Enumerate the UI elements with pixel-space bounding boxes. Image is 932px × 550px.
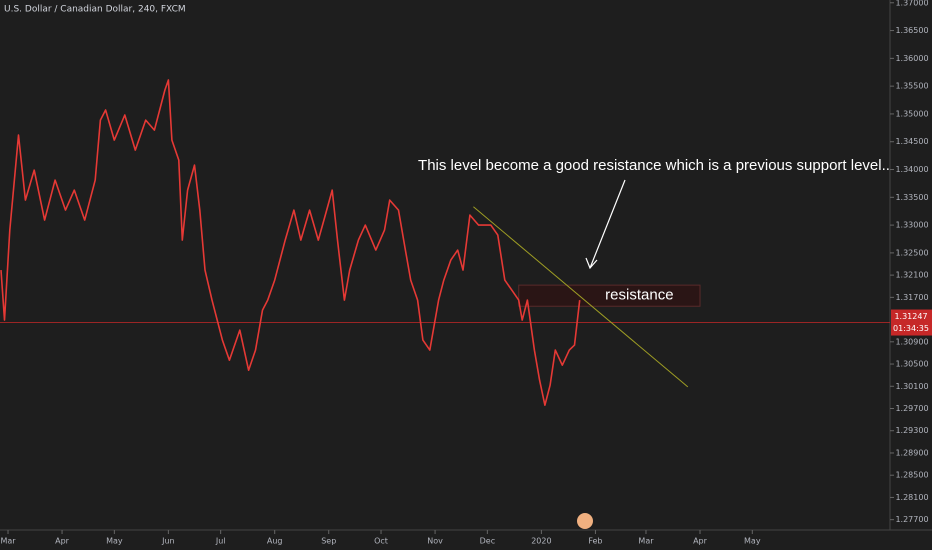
y-tick-label: 1.30500 <box>895 360 928 369</box>
resistance-zone <box>518 284 701 307</box>
y-tick-label: 1.28100 <box>895 493 928 502</box>
resistance-label: resistance <box>605 287 673 304</box>
y-tick-label: 1.32500 <box>895 248 928 257</box>
y-tick-label: 1.36000 <box>895 54 928 63</box>
x-tick-label: Mar <box>0 537 16 546</box>
arrow-head <box>585 257 598 270</box>
price-badge <box>891 309 932 336</box>
y-tick-label: 1.34500 <box>895 137 928 146</box>
y-tick-label: 1.30100 <box>895 382 928 391</box>
x-tick-label: Mar <box>638 537 654 546</box>
y-tick-label: 1.35500 <box>895 82 928 91</box>
x-tick-label: Oct <box>374 537 388 546</box>
x-tick-label: Sep <box>321 537 336 546</box>
y-tick-label: 1.28900 <box>895 448 928 457</box>
y-tick-label: 1.27700 <box>895 515 928 524</box>
y-tick-label: 1.34000 <box>895 165 928 174</box>
x-tick-label: Apr <box>693 537 708 546</box>
y-tick-label: 1.28500 <box>895 471 928 480</box>
annotation: This level become a good resistance whic… <box>418 157 890 174</box>
x-tick-label: Jul <box>215 537 226 546</box>
x-tick-label: Feb <box>588 537 602 546</box>
x-tick-label: 2020 <box>531 537 551 546</box>
y-tick-label: 1.30900 <box>895 337 928 346</box>
x-tick-label: Apr <box>55 537 70 546</box>
x-tick-label: Aug <box>267 537 283 546</box>
x-tick-label: May <box>106 537 123 546</box>
last-price-label: 1.31247 <box>894 312 927 321</box>
plot: resistance <box>0 79 890 406</box>
trendline <box>473 206 689 388</box>
x-tick-label: Nov <box>427 537 443 546</box>
y-tick-label: 1.29300 <box>895 426 928 435</box>
arrow <box>589 179 626 269</box>
y-tick-label: 1.29700 <box>895 404 928 413</box>
y-tick-label: 1.31700 <box>895 293 928 302</box>
countdown: 01:34:35 <box>893 324 929 333</box>
y-tick-label: 1.36500 <box>895 26 928 35</box>
x-tick-label: May <box>744 537 761 546</box>
y-tick-label: 1.33500 <box>895 193 928 202</box>
chart-title: U.S. Dollar / Canadian Dollar, 240, FXCM <box>4 5 186 15</box>
y-tick-label: 1.33000 <box>895 221 928 230</box>
y-tick-label: 1.37000 <box>895 0 928 7</box>
y-tick-label: 1.32100 <box>895 271 928 280</box>
x-tick-label: Jun <box>161 537 175 546</box>
event-icon[interactable] <box>577 513 593 529</box>
price-line <box>0 79 581 406</box>
y-tick-label: 1.35000 <box>895 109 928 118</box>
x-tick-label: Dec <box>480 537 495 546</box>
